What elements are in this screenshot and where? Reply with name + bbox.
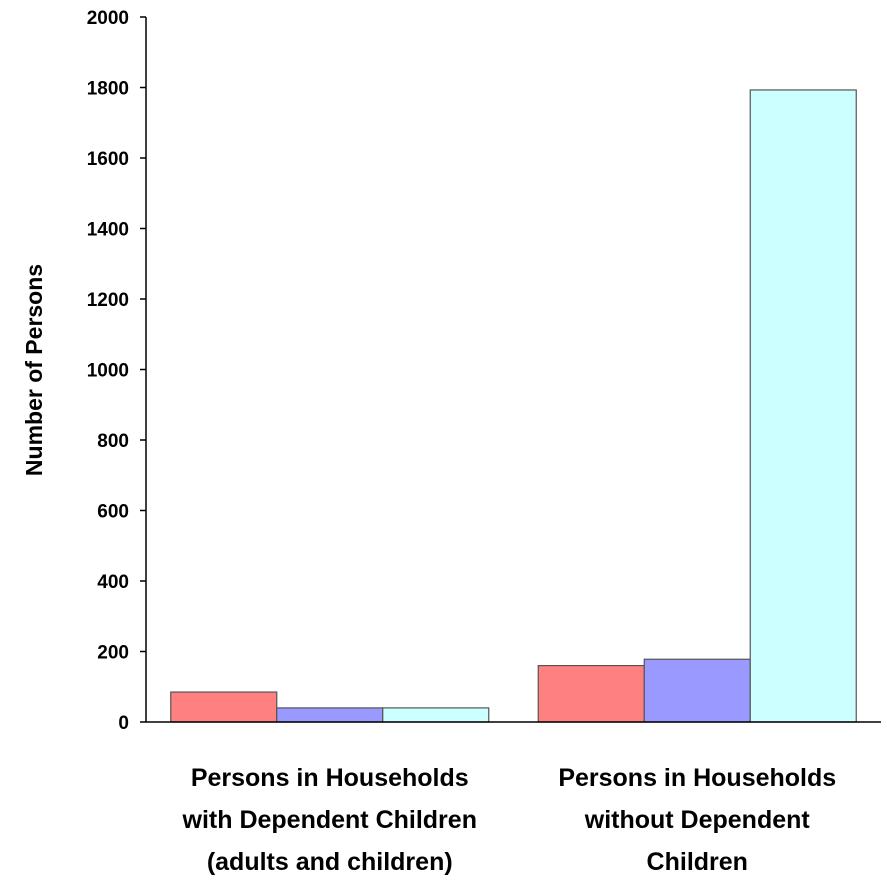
x-axis-category-labels: Persons in Households with Dependent Chil… [182, 764, 837, 876]
y-tick-label: 800 [97, 431, 129, 452]
x-category-label: with Dependent Children [182, 806, 477, 834]
bar [170, 691, 278, 723]
bar [537, 664, 645, 723]
x-category-label: (adults and children) [207, 848, 453, 876]
bar [276, 707, 384, 723]
y-tick-label: 600 [97, 502, 129, 523]
y-tick-label: 1400 [87, 220, 129, 241]
bar [643, 658, 751, 723]
x-category-label: Persons in Households [558, 764, 836, 792]
y-tick-label: 1000 [87, 361, 129, 382]
y-tick-label: 1200 [87, 290, 129, 311]
y-tick-label: 0 [118, 713, 129, 734]
x-category-label: Children [647, 848, 748, 876]
y-axis-ticks: 0 200 400 600 800 1000 1200 1400 1600 1800 2000 [87, 8, 146, 734]
y-tick-label: 1800 [87, 79, 129, 100]
x-category-label: Persons in Households [191, 764, 469, 792]
y-tick-label: 200 [97, 643, 129, 664]
y-tick-label: 400 [97, 572, 129, 593]
x-category-label: without Dependent [584, 806, 811, 834]
bar [382, 707, 490, 723]
bars [170, 89, 857, 723]
bar [749, 89, 857, 723]
y-tick-label: 2000 [87, 8, 129, 29]
y-axis-label: Number of Persons [21, 264, 47, 476]
y-tick-label: 1600 [87, 149, 129, 170]
